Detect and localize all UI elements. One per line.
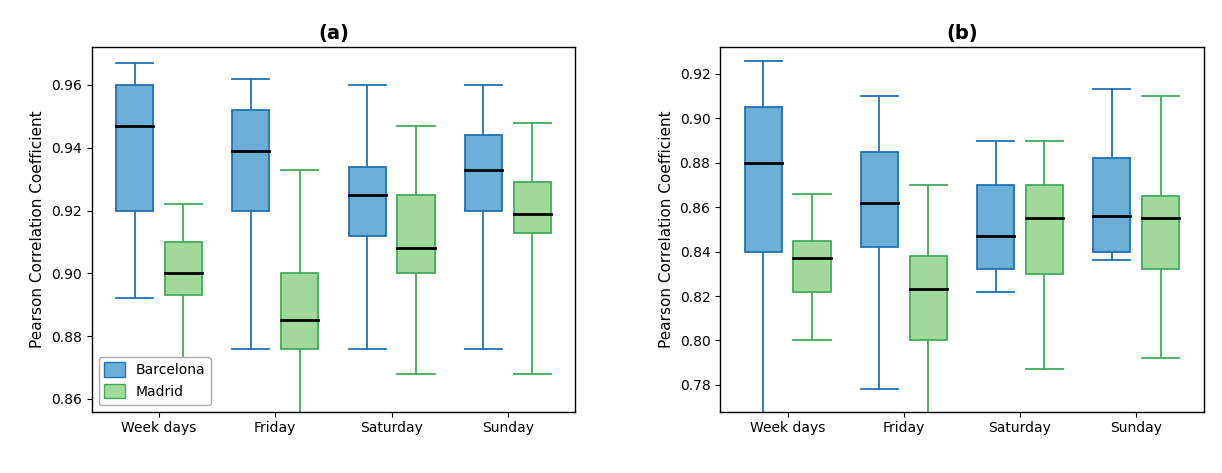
Bar — [860, 152, 898, 247]
Bar — [116, 85, 153, 210]
Bar — [348, 166, 386, 236]
Bar — [397, 195, 435, 273]
Bar — [793, 240, 831, 291]
Title: (a): (a) — [318, 24, 348, 43]
Bar — [744, 107, 782, 252]
Y-axis label: Pearson Correlation Coefficient: Pearson Correlation Coefficient — [659, 111, 675, 348]
Bar — [281, 273, 318, 349]
Bar — [464, 135, 502, 210]
Legend: Barcelona, Madrid: Barcelona, Madrid — [99, 357, 211, 404]
Bar — [232, 110, 270, 210]
Bar — [978, 185, 1014, 270]
Bar — [513, 182, 551, 233]
Y-axis label: Pearson Correlation Coefficient: Pearson Correlation Coefficient — [31, 111, 45, 348]
Bar — [1094, 158, 1130, 252]
Bar — [909, 256, 947, 341]
Bar — [1143, 196, 1179, 270]
Title: (b): (b) — [946, 24, 978, 43]
Bar — [165, 242, 202, 295]
Bar — [1025, 185, 1063, 274]
